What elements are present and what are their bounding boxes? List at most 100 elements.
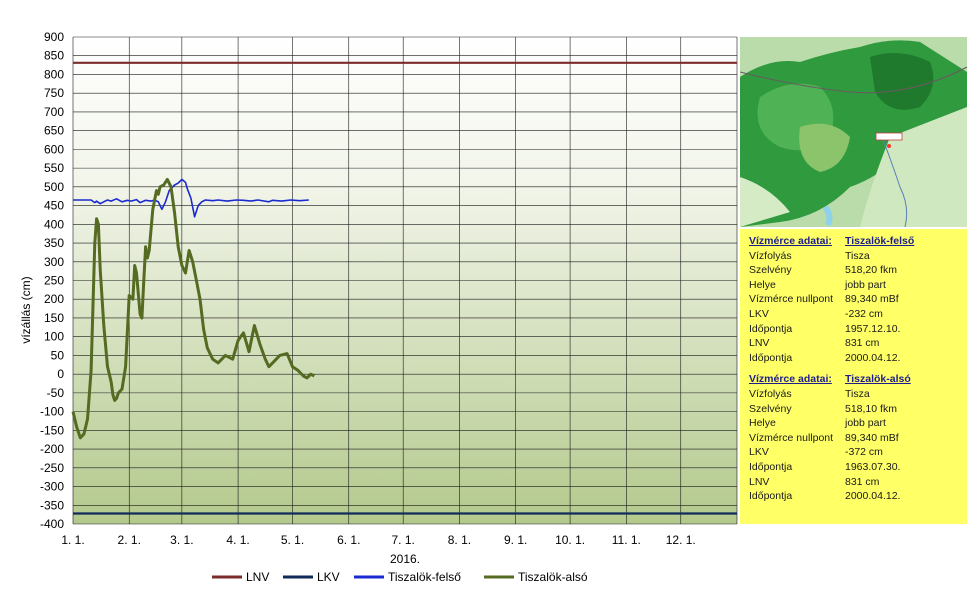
info-value: 89,340 mBf	[845, 293, 899, 306]
y-tick-label: -150	[40, 423, 64, 437]
x-tick-label: 10. 1.	[555, 533, 585, 547]
station-info-panel: Vízmérce adatai: Tiszalök-felső Vízfolyás T…	[740, 229, 967, 524]
station-block-header: Vízmérce adatai: Tiszalök-felső	[740, 234, 967, 249]
info-row: Helye jobb part	[740, 278, 967, 293]
info-key: Helye	[749, 278, 776, 291]
info-key: LNV	[749, 475, 770, 488]
info-value: 518,10 fkm	[845, 402, 897, 415]
legend-label-2: Tiszalök-felső	[388, 570, 461, 584]
info-key: Szelvény	[749, 402, 792, 415]
info-key: LKV	[749, 307, 769, 320]
station-block-title: Vízmérce adatai:	[749, 373, 832, 386]
x-tick-label: 6. 1.	[337, 533, 360, 547]
y-tick-label: 750	[44, 86, 64, 100]
info-row: LKV -372 cm	[740, 445, 967, 460]
station-name: Tiszalök-alsó	[845, 373, 911, 386]
x-tick-label: 7. 1.	[392, 533, 415, 547]
y-tick-label: 300	[44, 255, 64, 269]
info-key: Szelvény	[749, 264, 792, 277]
info-value: 1957.12.10.	[845, 322, 901, 335]
x-tick-label: 1. 1.	[61, 533, 84, 547]
y-tick-label: 50	[51, 348, 65, 362]
info-row: Szelvény 518,20 fkm	[740, 263, 967, 278]
x-tick-label: 11. 1.	[612, 533, 641, 547]
y-tick-label: 150	[44, 311, 64, 325]
info-value: jobb part	[845, 417, 886, 430]
info-row: Időpontja 2000.04.12.	[740, 351, 967, 366]
y-tick-label: 850	[44, 49, 64, 63]
info-row: Időpontja 2000.04.12.	[740, 489, 967, 504]
y-tick-label: -100	[40, 405, 64, 419]
y-tick-label: 500	[44, 180, 64, 194]
info-key: Vízfolyás	[749, 387, 792, 400]
legend-label-0: LNV	[246, 570, 269, 584]
info-row: Vízmérce nullpont 89,340 mBf	[740, 431, 967, 446]
x-tick-label: 2. 1.	[118, 533, 141, 547]
info-value: Tisza	[845, 249, 870, 262]
info-key: LNV	[749, 337, 770, 350]
info-value: -232 cm	[845, 307, 883, 320]
info-row: Helye jobb part	[740, 416, 967, 431]
grid-lines	[72, 36, 738, 525]
info-value: Tisza	[845, 387, 870, 400]
legend: LNV LKV Tiszalök-felső Tiszalök-alsó	[212, 570, 588, 584]
y-tick-label: 250	[44, 274, 64, 288]
y-axis-ticks: 9008508007507006506005505004504003503002…	[40, 30, 64, 531]
x-tick-label: 12. 1.	[666, 533, 696, 547]
y-tick-label: -400	[40, 517, 64, 531]
info-value: 89,340 mBf	[845, 431, 899, 444]
x-tick-label: 5. 1.	[281, 533, 304, 547]
info-row: Szelvény 518,10 fkm	[740, 402, 967, 417]
y-tick-label: 450	[44, 199, 64, 213]
station-block-title: Vízmérce adatai:	[749, 235, 832, 247]
map-image	[740, 37, 967, 227]
info-row: Vízfolyás Tisza	[740, 249, 967, 264]
y-tick-label: 350	[44, 236, 64, 250]
info-key: LKV	[749, 446, 769, 459]
info-key: Vízfolyás	[749, 249, 792, 262]
info-value: 1963.07.30.	[845, 460, 901, 473]
series-lines	[71, 61, 737, 515]
info-row: LNV 831 cm	[740, 475, 967, 490]
info-value: 2000.04.12.	[845, 351, 901, 364]
info-row: Vízfolyás Tisza	[740, 387, 967, 402]
legend-label-1: LKV	[317, 570, 340, 584]
info-key: Időpontja	[749, 460, 793, 473]
info-value: 518,20 fkm	[845, 264, 897, 277]
station-block-header: Vízmérce adatai: Tiszalök-alsó	[740, 372, 967, 387]
y-tick-label: 650	[44, 124, 64, 138]
y-tick-label: -350	[40, 498, 64, 512]
info-key: Vízmérce nullpont	[749, 431, 834, 444]
series-line-3	[71, 177, 315, 440]
station-name: Tiszalök-felső	[845, 235, 915, 247]
y-tick-label: 600	[44, 142, 64, 156]
y-tick-label: -300	[40, 480, 64, 494]
station-block: Vízmérce adatai: Tiszalök-felső Vízfolyás T…	[740, 234, 967, 365]
info-value: -372 cm	[845, 446, 883, 459]
info-key: Időpontja	[749, 322, 793, 335]
y-tick-label: 200	[44, 292, 64, 306]
series-line-2	[73, 178, 309, 218]
info-key: Időpontja	[749, 351, 793, 364]
y-tick-label: -200	[40, 442, 64, 456]
info-key: Vízmérce nullpont	[749, 293, 834, 306]
legend-label-3: Tiszalök-alsó	[518, 570, 588, 584]
info-row: LNV 831 cm	[740, 336, 967, 351]
x-axis-title: 2016.	[390, 552, 420, 566]
y-axis-title: vízállás (cm)	[19, 276, 33, 343]
region-map-thumbnail	[740, 37, 967, 227]
info-row: Időpontja 1957.12.10.	[740, 322, 967, 337]
x-axis-ticks: 1. 1. 2. 1. 3. 1. 4. 1. 5. 1. 6. 1. 7. 1. 8. 1.…	[61, 533, 695, 547]
x-tick-label: 9. 1.	[504, 533, 527, 547]
info-key: Helye	[749, 417, 776, 430]
y-tick-label: -250	[40, 461, 64, 475]
info-value: 831 cm	[845, 475, 880, 488]
y-tick-label: 0	[57, 367, 64, 381]
y-tick-label: 900	[44, 30, 64, 44]
info-key: Időpontja	[749, 490, 793, 503]
x-tick-label: 8. 1.	[448, 533, 471, 547]
y-tick-label: 550	[44, 161, 64, 175]
x-tick-label: 4. 1.	[226, 533, 249, 547]
y-tick-label: -50	[47, 386, 65, 400]
